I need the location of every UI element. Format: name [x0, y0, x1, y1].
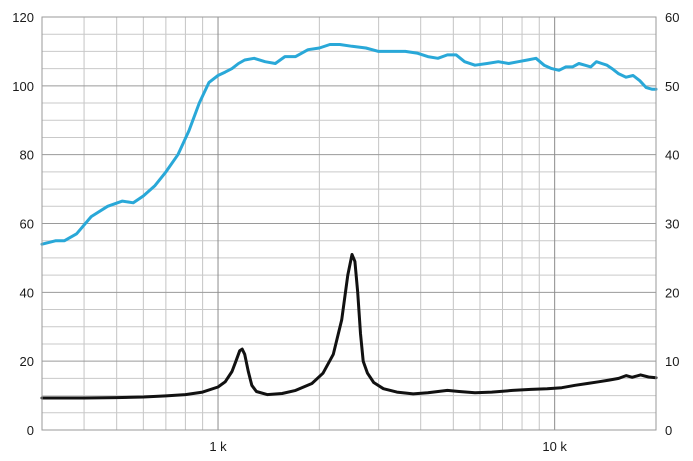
y-axis-right-labels: 0 10 20 30 40 50 60: [665, 10, 679, 438]
y-left-tick-label: 60: [20, 217, 34, 232]
major-gridlines-vertical: [217, 17, 556, 430]
y-left-tick-label: 20: [20, 354, 34, 369]
x-axis-labels: 1 k 10 k: [209, 439, 567, 454]
y-right-tick-label: 10: [665, 354, 679, 369]
series-line-2: [40, 253, 658, 400]
x-tick-label: 10 k: [542, 439, 567, 454]
series-line-1: [40, 43, 658, 246]
plot-border: [41, 16, 657, 431]
y-right-tick-label: 20: [665, 285, 679, 300]
y-right-tick-label: 30: [665, 217, 679, 232]
y-left-tick-label: 40: [20, 285, 34, 300]
y-right-tick-label: 60: [665, 10, 679, 25]
series-layer: [40, 43, 658, 400]
y-left-tick-label: 100: [12, 79, 34, 94]
y-axis-left-labels: 0 20 40 60 80 100 120: [12, 10, 34, 438]
y-left-tick-label: 120: [12, 10, 34, 25]
y-right-tick-label: 0: [665, 423, 672, 438]
y-left-tick-label: 0: [27, 423, 34, 438]
x-tick-label: 1 k: [209, 439, 227, 454]
y-right-tick-label: 50: [665, 79, 679, 94]
y-left-tick-label: 80: [20, 148, 34, 163]
y-right-tick-label: 40: [665, 148, 679, 163]
